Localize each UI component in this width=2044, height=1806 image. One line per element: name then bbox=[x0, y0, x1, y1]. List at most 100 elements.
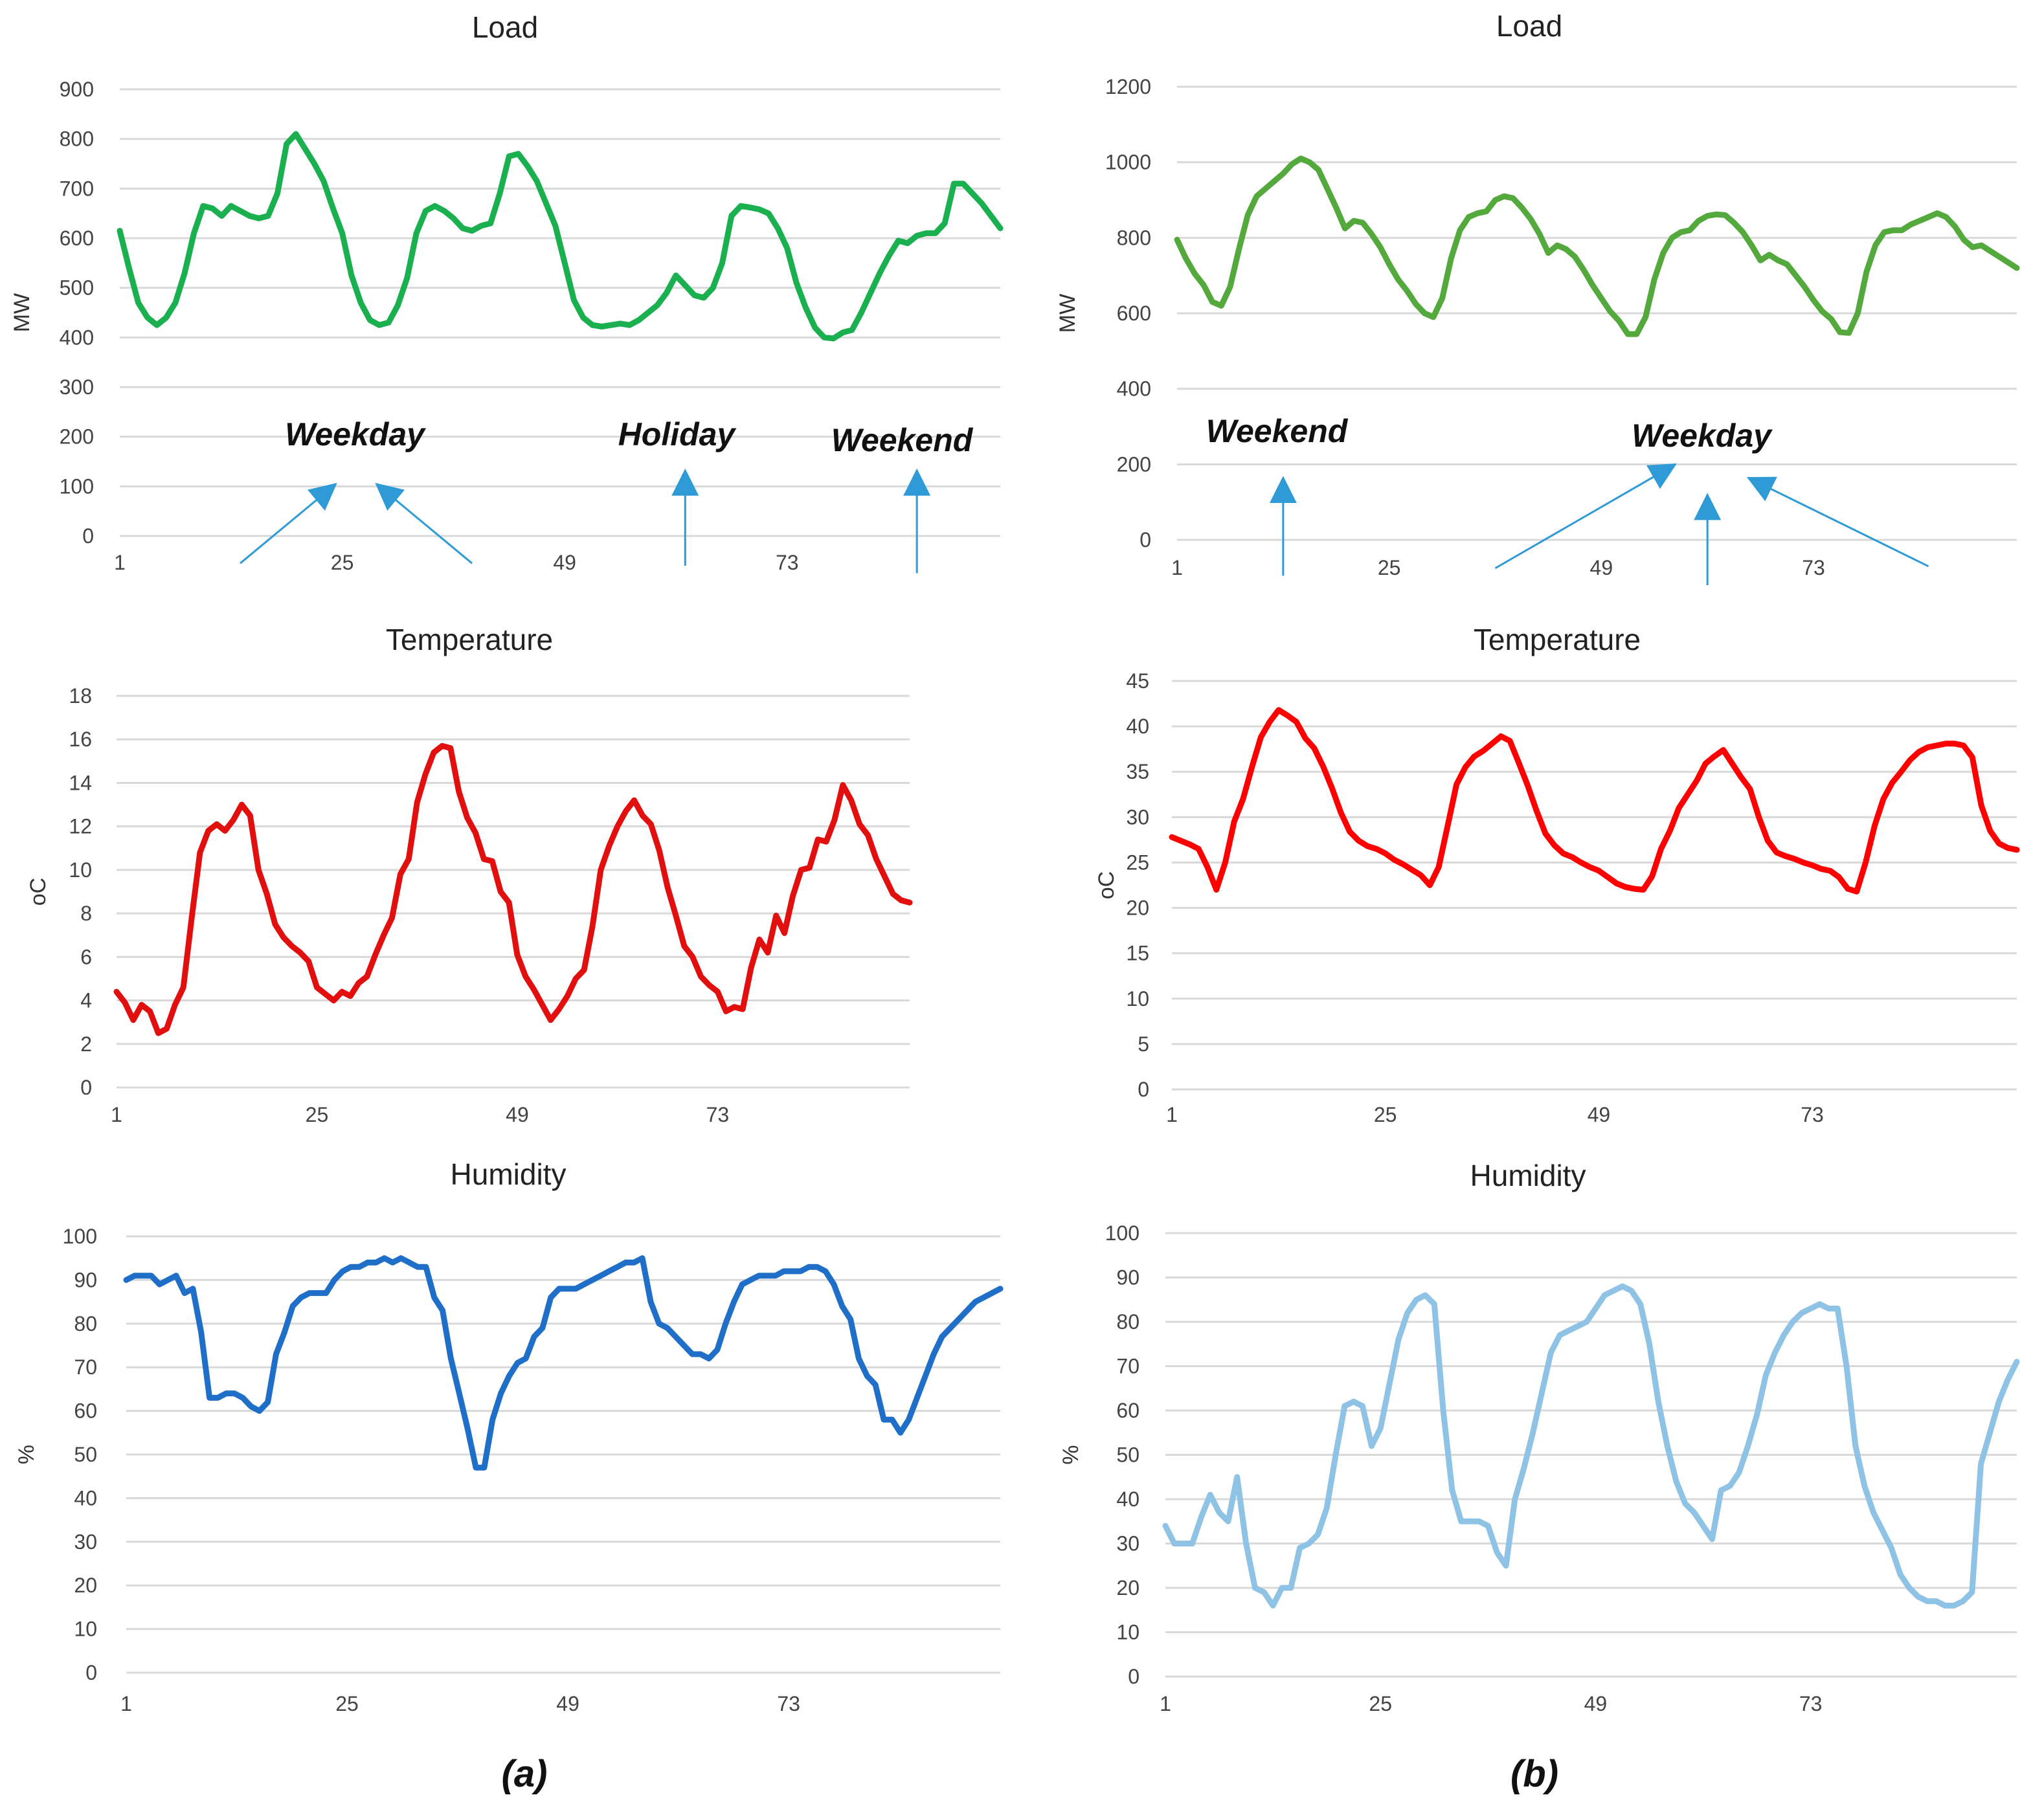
chart-humidity-a: Humidity% 0 10 20 30 40 50 60 70 80 90 100 1 25 49 73 bbox=[14, 1157, 1004, 1715]
annotation-weekend: Weekend bbox=[1206, 413, 1349, 449]
series-line-humidity bbox=[123, 1255, 1004, 1471]
x-tick-label: 49 bbox=[553, 551, 576, 574]
annotation-arrow bbox=[1746, 476, 1929, 568]
y-tick-label: 400 bbox=[60, 326, 94, 349]
x-tick-label: 25 bbox=[331, 551, 354, 574]
y-tick-label: 100 bbox=[1105, 1221, 1140, 1245]
x-tick-label: 73 bbox=[1799, 1692, 1823, 1715]
x-tick-label: 1 bbox=[1160, 1692, 1171, 1715]
chart-title: Humidity bbox=[451, 1157, 567, 1191]
y-tick-label: 600 bbox=[60, 227, 94, 250]
y-tick-label: 90 bbox=[1116, 1266, 1140, 1289]
x-tick-label: 25 bbox=[1369, 1692, 1392, 1715]
y-tick-label: 10 bbox=[1126, 987, 1149, 1010]
y-tick-label: 40 bbox=[1126, 715, 1149, 738]
y-tick-label: 500 bbox=[60, 276, 94, 300]
y-tick-label: 10 bbox=[74, 1618, 97, 1641]
y-tick-label: 800 bbox=[60, 128, 94, 151]
panel-label-a: (a) bbox=[502, 1753, 548, 1795]
y-tick-label: 2 bbox=[80, 1032, 92, 1056]
y-tick-label: 90 bbox=[74, 1268, 97, 1291]
y-axis-label: oC bbox=[26, 878, 51, 906]
y-tick-label: 70 bbox=[74, 1355, 97, 1379]
annotation-arrow bbox=[1494, 463, 1677, 570]
chart-load-b: Load MW 0 200 400 600 800 1000 1200 1 25 49 73 Weeken… bbox=[1055, 9, 2020, 585]
y-tick-label: 1000 bbox=[1105, 151, 1151, 174]
x-tick-label: 73 bbox=[706, 1103, 730, 1126]
series-line-humidity bbox=[1162, 1283, 2020, 1609]
y-tick-label: 50 bbox=[74, 1443, 97, 1466]
y-tick-label: 30 bbox=[1116, 1532, 1140, 1555]
y-tick-label: 0 bbox=[85, 1661, 97, 1684]
panel-label-b: (b) bbox=[1511, 1753, 1558, 1795]
y-tick-label: 18 bbox=[69, 684, 92, 708]
x-tick-label: 73 bbox=[1801, 1103, 1824, 1126]
y-axis-label: oC bbox=[1094, 871, 1119, 899]
x-tick-label: 73 bbox=[777, 1692, 800, 1715]
annotation-weekday: Weekday bbox=[1632, 418, 1773, 454]
x-tick-label: 49 bbox=[1588, 1103, 1611, 1126]
chart-title: Temperature bbox=[386, 623, 553, 656]
y-tick-label: 600 bbox=[1117, 302, 1151, 325]
chart-title: Temperature bbox=[1474, 623, 1641, 656]
y-tick-label: 20 bbox=[74, 1574, 97, 1597]
annotation-weekend: Weekend bbox=[831, 422, 974, 458]
annotation-arrow bbox=[375, 482, 473, 564]
y-tick-label: 10 bbox=[1116, 1621, 1140, 1644]
y-tick-label: 70 bbox=[1116, 1355, 1140, 1378]
y-tick-label: 12 bbox=[69, 815, 92, 838]
y-tick-label: 10 bbox=[69, 858, 92, 882]
x-tick-label: 49 bbox=[506, 1103, 529, 1126]
x-tick-label: 73 bbox=[776, 551, 799, 574]
y-tick-label: 300 bbox=[60, 375, 94, 399]
x-tick-label: 1 bbox=[1166, 1103, 1178, 1126]
chart-title: Load bbox=[472, 10, 538, 44]
y-tick-label: 4 bbox=[80, 989, 92, 1012]
y-tick-label: 45 bbox=[1126, 669, 1149, 693]
series-line-temperature bbox=[113, 742, 913, 1036]
y-tick-label: 800 bbox=[1117, 226, 1151, 249]
annotation-weekday: Weekday bbox=[285, 416, 426, 452]
series-line-temperature bbox=[1169, 707, 2020, 895]
y-tick-label: 8 bbox=[80, 902, 92, 925]
y-tick-label: 25 bbox=[1126, 851, 1149, 874]
y-tick-label: 5 bbox=[1138, 1032, 1149, 1056]
y-tick-label: 16 bbox=[69, 728, 92, 751]
chart-humidity-b: Humidity% 0 10 20 30 40 50 60 70 80 90 100 1 25 49 73 bbox=[1059, 1159, 2020, 1715]
y-tick-label: 700 bbox=[60, 177, 94, 200]
y-tick-label: 900 bbox=[60, 78, 94, 101]
y-tick-label: 30 bbox=[1126, 805, 1149, 829]
y-axis-label: MW bbox=[10, 293, 34, 332]
series-line-load bbox=[117, 131, 1004, 342]
x-tick-label: 25 bbox=[1374, 1103, 1397, 1126]
y-tick-label: 0 bbox=[82, 524, 94, 548]
y-tick-label: 60 bbox=[74, 1399, 97, 1423]
x-tick-label: 49 bbox=[1590, 556, 1613, 579]
y-axis-label: % bbox=[1059, 1445, 1083, 1464]
annotation-holiday: Holiday bbox=[618, 416, 737, 452]
x-tick-label: 1 bbox=[1171, 556, 1183, 579]
x-tick-label: 25 bbox=[335, 1692, 359, 1715]
y-tick-label: 40 bbox=[1116, 1488, 1140, 1511]
x-tick-label: 73 bbox=[1802, 556, 1825, 579]
x-tick-label: 25 bbox=[1378, 556, 1401, 579]
y-tick-label: 30 bbox=[74, 1530, 97, 1554]
y-tick-label: 0 bbox=[1128, 1665, 1140, 1688]
chart-temperature-b: Temperature oC 0 5 10 15 20 25 30 35 40 45 1 25 49 73 bbox=[1094, 623, 2020, 1126]
y-tick-label: 0 bbox=[1140, 528, 1151, 552]
y-tick-label: 200 bbox=[60, 425, 94, 449]
y-tick-label: 1200 bbox=[1105, 75, 1151, 98]
y-tick-label: 80 bbox=[1116, 1310, 1140, 1333]
x-tick-label: 49 bbox=[1584, 1692, 1608, 1715]
y-tick-label: 80 bbox=[74, 1312, 97, 1335]
y-tick-label: 100 bbox=[60, 474, 94, 498]
chart-temperature-a: Temperature oC 0 2 4 6 8 10 12 14 16 18 1 25 49 73 bbox=[26, 623, 913, 1126]
y-tick-label: 0 bbox=[80, 1076, 92, 1099]
y-tick-label: 400 bbox=[1117, 377, 1151, 401]
series-line-load bbox=[1174, 155, 2020, 337]
x-tick-label: 49 bbox=[556, 1692, 579, 1715]
y-tick-label: 20 bbox=[1116, 1576, 1140, 1600]
chart-title: Humidity bbox=[1470, 1159, 1586, 1192]
y-tick-label: 14 bbox=[69, 771, 92, 794]
